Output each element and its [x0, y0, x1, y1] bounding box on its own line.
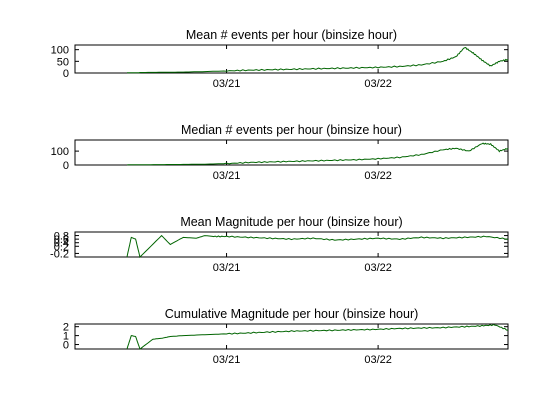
series-line [126, 142, 509, 166]
y-tick-label: 100 [51, 45, 69, 57]
subplot-title: Mean # events per hour (binsize hour) [186, 28, 397, 42]
axes-frame [74, 139, 509, 166]
y-tick-label: 0 [63, 68, 69, 80]
y-tick-label: -0.2 [50, 248, 69, 260]
y-tick-label: 100 [51, 146, 69, 158]
y-tick-label: 50 [57, 56, 69, 68]
y-tick-label: 0.6 [54, 234, 69, 246]
subplot-title: Cumulative Magnitude per hour (binsize h… [165, 307, 419, 321]
y-tick-label: 1 [63, 331, 69, 343]
x-tick-label: 03/22 [364, 354, 392, 366]
subplot-title: Median # events per hour (binsize hour) [181, 123, 402, 137]
subplots: Mean # events per hour (binsize hour)050… [50, 28, 509, 366]
y-tick-label: 0.2 [54, 241, 69, 253]
subplot-1: Mean # events per hour (binsize hour) 050… [51, 28, 509, 90]
x-tick-label: 03/21 [213, 262, 241, 274]
y-tick-label: 2 [63, 322, 69, 334]
subplot-2: Median # events per hour (binsize hour) 0… [51, 123, 509, 182]
y-tick-label: 0.4 [54, 238, 69, 250]
x-tick-label: 03/21 [213, 170, 241, 182]
x-tick-label: 03/22 [364, 170, 392, 182]
x-tick-label: 03/22 [364, 78, 392, 90]
axes-frame [74, 231, 509, 258]
subplot-title: Mean Magnitude per hour (binsize hour) [180, 215, 402, 229]
subplot-4: Cumulative Magnitude per hour (binsize h… [63, 307, 509, 366]
x-tick-label: 03/21 [213, 78, 241, 90]
subplot-3: Mean Magnitude per hour (binsize hour) -0… [50, 215, 509, 274]
y-tick-label: 0 [63, 340, 69, 352]
y-tick-label: 0 [63, 160, 69, 172]
x-tick-label: 03/21 [213, 354, 241, 366]
series-line [127, 46, 509, 74]
series-line [126, 234, 509, 258]
axes-frame [74, 323, 509, 350]
y-tick-label: 0.8 [54, 231, 69, 243]
series-line [126, 323, 509, 350]
x-tick-label: 03/22 [364, 262, 392, 274]
axes-frame [74, 44, 509, 74]
